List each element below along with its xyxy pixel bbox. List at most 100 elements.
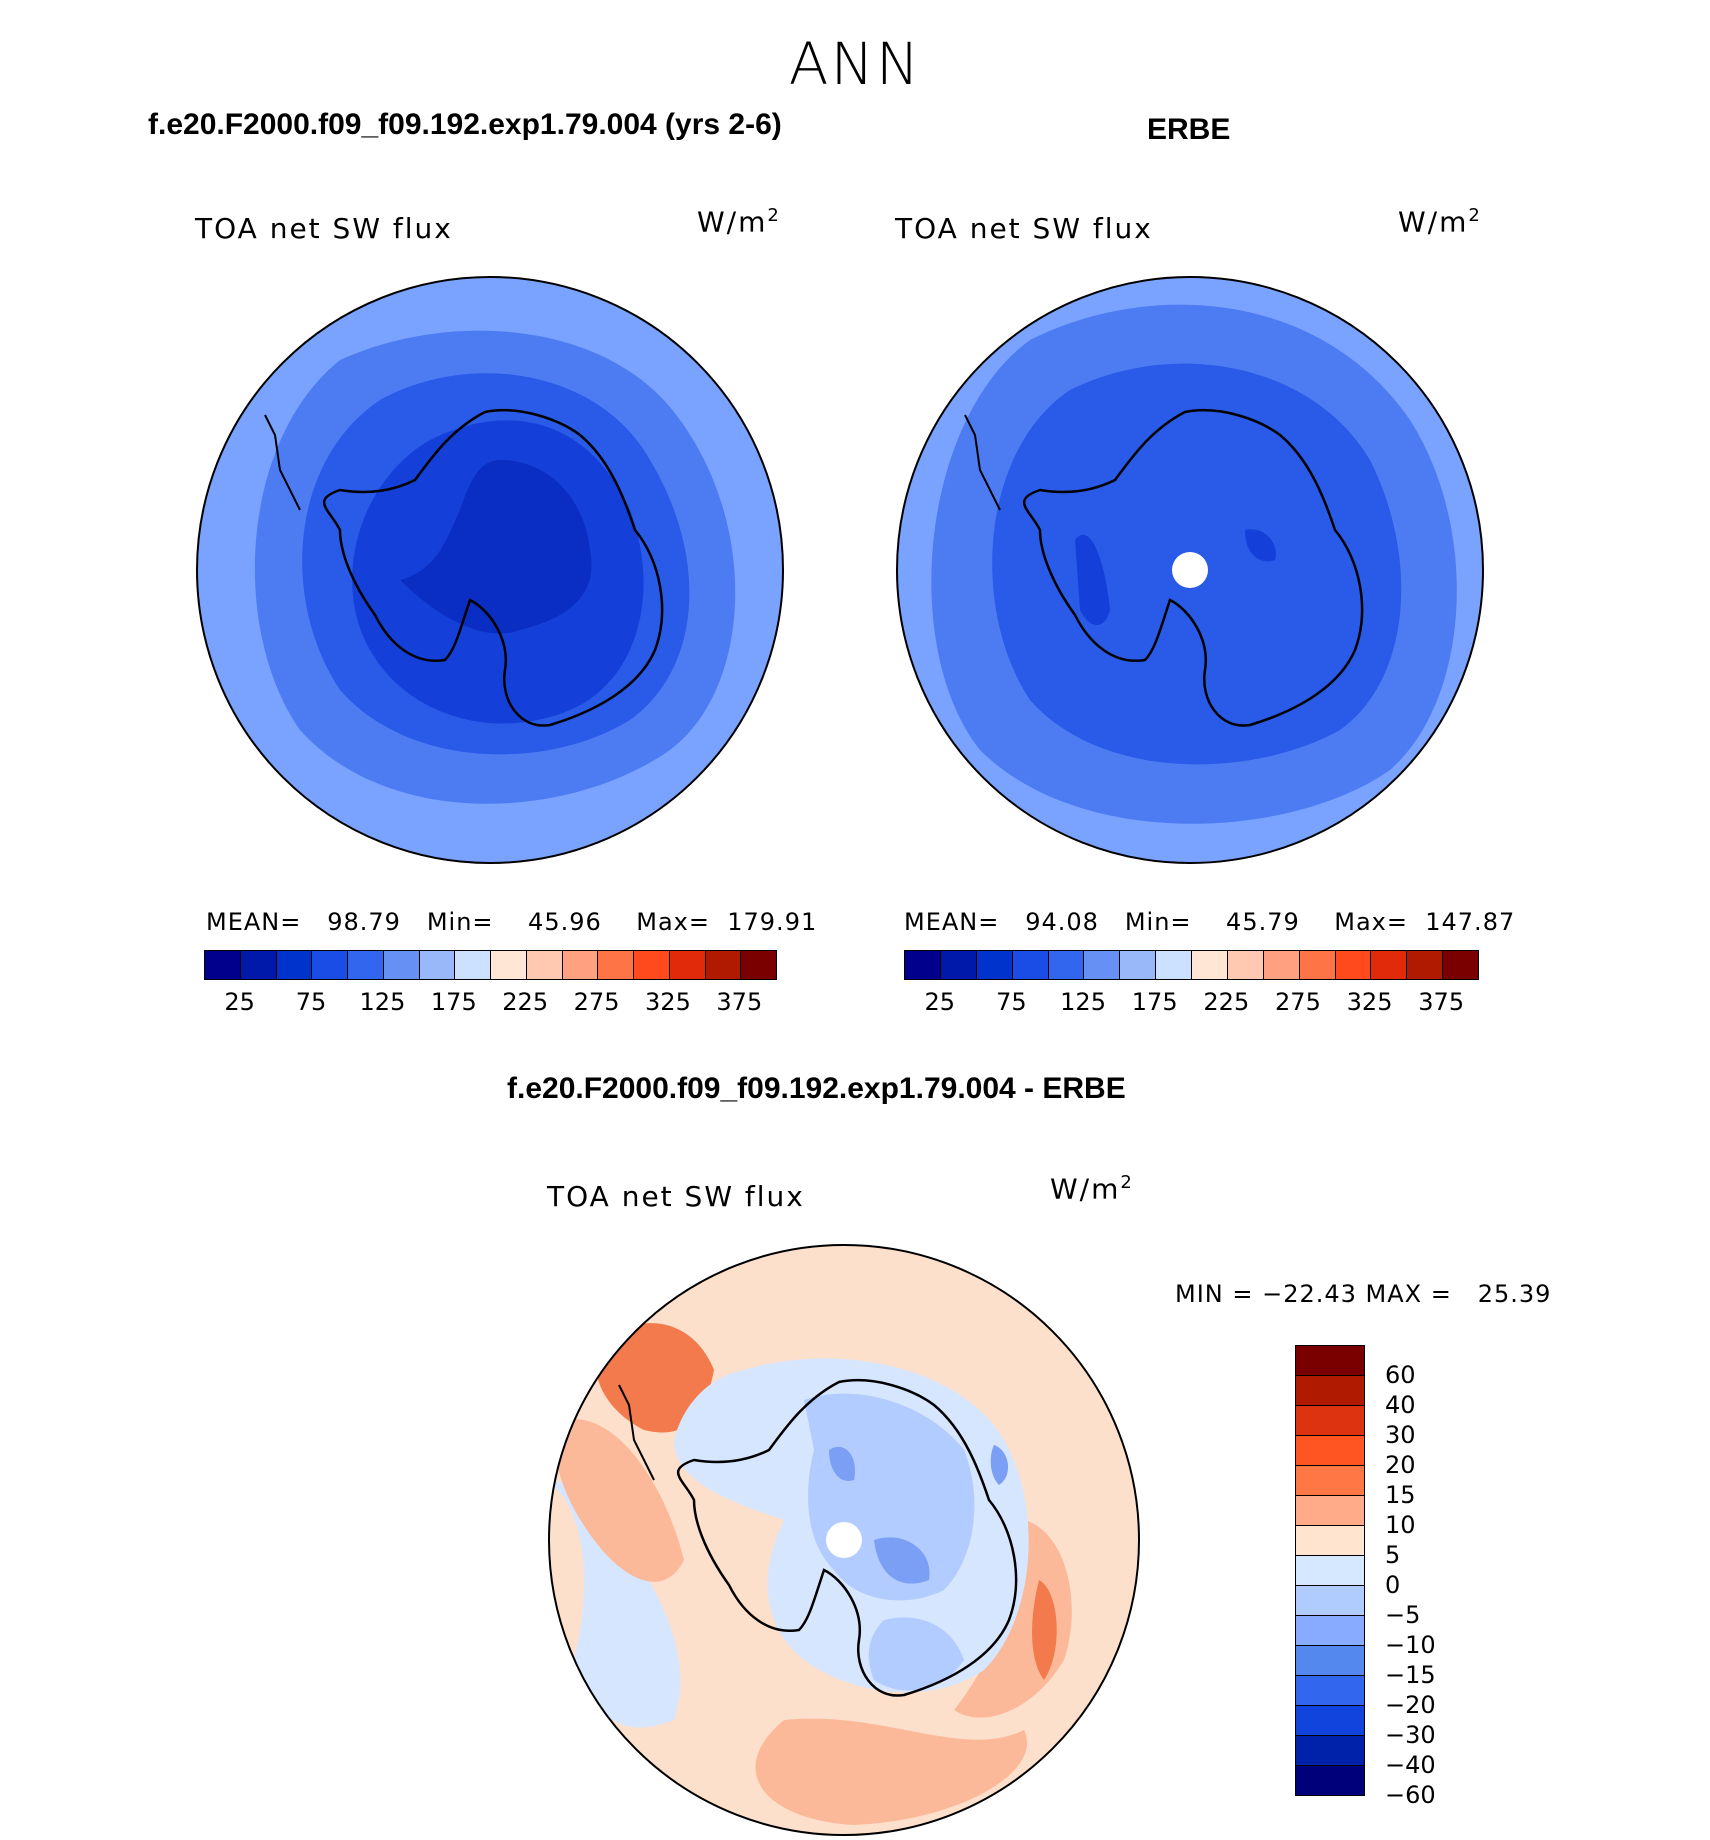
colorbar-tick-label: −5	[1385, 1601, 1421, 1629]
colorbar-swatch	[1084, 951, 1121, 979]
panel2-units: W/m2	[1398, 205, 1482, 239]
panel1-title: f.e20.F2000.f09_f09.192.exp1.79.004 (yrs…	[148, 108, 782, 141]
colorbar-swatch	[976, 951, 1013, 979]
colorbar-tick-label: 325	[1346, 988, 1393, 1016]
panel3-map-border	[548, 1244, 1140, 1836]
colorbar-tick-label: −15	[1385, 1661, 1436, 1689]
colorbar-tick-label: 325	[645, 988, 691, 1016]
colorbar-swatch	[383, 951, 420, 979]
colorbar-swatch	[1296, 1406, 1364, 1436]
colorbar-swatch	[1407, 951, 1444, 979]
colorbar-swatch	[526, 951, 563, 979]
colorbar-swatch	[905, 951, 941, 979]
panel1-map-border	[196, 276, 784, 864]
figure-title: ANN	[788, 30, 922, 98]
panel1-variable-label: TOA net SW flux	[195, 212, 453, 245]
colorbar-swatch	[741, 951, 776, 979]
colorbar-swatch	[1296, 1586, 1364, 1616]
colorbar-swatch	[1048, 951, 1085, 979]
panel3-stats: MIN = −22.43 MAX = 25.39	[1175, 1280, 1552, 1308]
colorbar-tick-label: 25	[224, 988, 255, 1016]
colorbar-tick-label: −20	[1385, 1691, 1436, 1719]
colorbar-tick-label: 15	[1385, 1481, 1416, 1509]
colorbar-swatch	[1296, 1526, 1364, 1556]
colorbar-swatch	[669, 951, 706, 979]
colorbar-tick-label: 275	[573, 988, 620, 1016]
panel2-polar-map	[896, 276, 1484, 864]
colorbar-tick-label: 25	[924, 988, 956, 1016]
colorbar-swatch	[348, 951, 384, 979]
colorbar-swatch	[1299, 951, 1336, 979]
colorbar-swatch	[1335, 951, 1372, 979]
colorbar-swatch	[1296, 1736, 1364, 1766]
colorbar-tick-label: −60	[1385, 1781, 1436, 1809]
colorbar-swatch	[1296, 1706, 1364, 1736]
colorbar-swatch	[1296, 1646, 1364, 1676]
colorbar-swatch	[1296, 1616, 1364, 1646]
colorbar-swatch	[634, 951, 670, 979]
colorbar-swatch	[1296, 1436, 1364, 1466]
colorbar-swatch	[205, 951, 241, 979]
panel2-map-border	[896, 276, 1484, 864]
colorbar-swatch	[276, 951, 313, 979]
colorbar-tick-label: 175	[430, 988, 477, 1016]
panel2-title: ERBE	[1147, 113, 1231, 146]
colorbar-swatch	[562, 951, 599, 979]
panel1-peninsula-coastline	[264, 414, 301, 511]
colorbar-swatch	[598, 951, 634, 979]
colorbar-tick-label: 275	[1275, 988, 1321, 1016]
colorbar-tick-label: 125	[1060, 988, 1106, 1016]
panel2-pole-missing-data	[1172, 552, 1208, 588]
colorbar-swatch	[1296, 1556, 1364, 1586]
colorbar-swatch	[1296, 1376, 1364, 1406]
panel2-peninsula-coastline	[964, 414, 1001, 511]
colorbar-swatch	[312, 951, 348, 979]
panel2-variable-label: TOA net SW flux	[895, 212, 1153, 245]
colorbar-tick-label: 0	[1385, 1571, 1401, 1599]
colorbar-swatch	[240, 951, 277, 979]
colorbar-swatch	[705, 951, 742, 979]
colorbar-swatch	[1263, 951, 1300, 979]
colorbar-swatch	[1296, 1466, 1364, 1496]
colorbar-tick-label: 30	[1385, 1421, 1416, 1449]
panel1-stats: MEAN= 98.79 Min= 45.96 Max= 179.91	[206, 908, 818, 936]
colorbar-swatch	[491, 951, 527, 979]
colorbar-tick-label: 225	[502, 988, 549, 1016]
colorbar-tick-label: 375	[716, 988, 763, 1016]
panel1-polar-map	[196, 276, 784, 864]
colorbar-tick-label: 5	[1385, 1541, 1401, 1569]
colorbar-tick-label: 10	[1385, 1511, 1416, 1539]
colorbar-swatch	[1296, 1496, 1364, 1526]
colorbar-tick-label: 60	[1385, 1361, 1416, 1389]
colorbar-tick-label: −30	[1385, 1721, 1436, 1749]
panel3-variable-label: TOA net SW flux	[547, 1180, 805, 1213]
colorbar-tick-label: 225	[1203, 988, 1250, 1016]
panel2-colorbar	[904, 950, 1479, 980]
panel3-peninsula-coastline	[618, 1384, 655, 1481]
colorbar-swatch	[1012, 951, 1049, 979]
colorbar-swatch	[1227, 951, 1264, 979]
colorbar-tick-label: 375	[1418, 988, 1465, 1016]
panel2-stats: MEAN= 94.08 Min= 45.79 Max= 147.87	[904, 908, 1516, 936]
colorbar-tick-label: 75	[996, 988, 1027, 1016]
panel3-pole-missing-data	[826, 1522, 862, 1558]
panel1-antarctica-coastline	[323, 408, 664, 727]
colorbar-swatch	[1296, 1346, 1364, 1376]
colorbar-swatch	[1371, 951, 1408, 979]
colorbar-swatch	[419, 951, 456, 979]
colorbar-tick-label: 75	[295, 988, 327, 1016]
colorbar-swatch	[1443, 951, 1478, 979]
colorbar-swatch	[1120, 951, 1157, 979]
colorbar-swatch	[1296, 1676, 1364, 1706]
colorbar-tick-label: 125	[359, 988, 406, 1016]
colorbar-swatch	[1156, 951, 1192, 979]
colorbar-swatch	[1192, 951, 1228, 979]
panel3-difference-map	[548, 1244, 1140, 1836]
colorbar-tick-label: 40	[1385, 1391, 1416, 1419]
panel1-colorbar	[204, 950, 777, 980]
panel3-title: f.e20.F2000.f09_f09.192.exp1.79.004 - ER…	[507, 1072, 1126, 1105]
colorbar-tick-label: −10	[1385, 1631, 1436, 1659]
colorbar-tick-label: 175	[1131, 988, 1178, 1016]
panel3-antarctica-coastline	[677, 1378, 1018, 1697]
panel3-colorbar	[1295, 1345, 1365, 1796]
